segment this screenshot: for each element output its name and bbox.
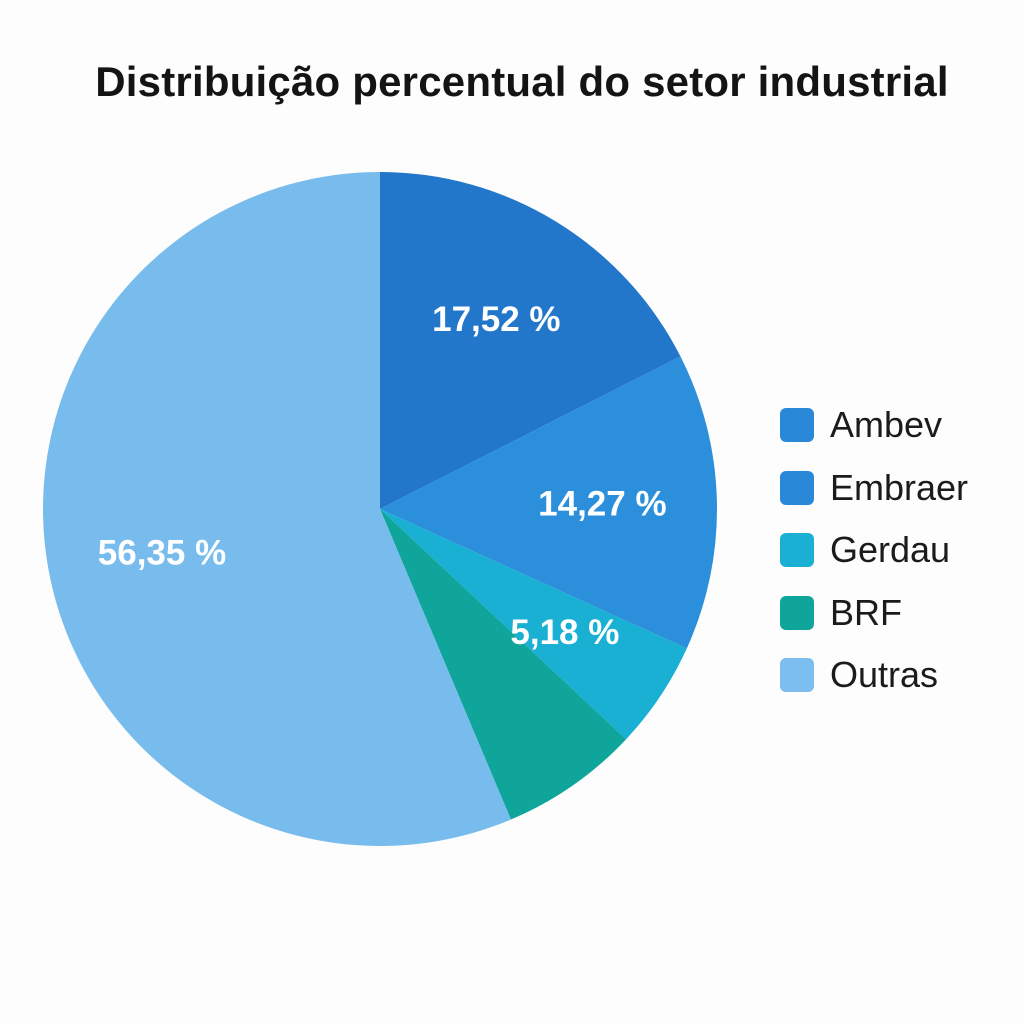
pie-slice-outras: [42, 172, 511, 846]
legend-item-brf: BRF: [780, 582, 968, 645]
legend-item-gerdau: Gerdau: [780, 519, 968, 582]
pie-slice-brf: [380, 509, 627, 820]
pie-slice-labels: 17,52 % 14,27 % 5,18 % 56,35 %: [98, 300, 667, 652]
legend-label: Ambev: [830, 404, 943, 446]
slice-label-outras: 56,35 %: [98, 534, 226, 573]
legend-item-ambev: Ambev: [780, 394, 968, 457]
legend-swatch: [780, 533, 814, 568]
legend-swatch: [780, 595, 814, 630]
pie-slice-gerdau: [380, 509, 687, 740]
pie-slice-ambev: [380, 172, 681, 509]
legend-label: BRF: [830, 591, 902, 633]
legend-swatch: [780, 470, 814, 505]
pie-slice-embraer: [380, 356, 717, 649]
legend-label: Embraer: [830, 466, 969, 508]
legend-item-embraer: Embraer: [780, 457, 968, 520]
chart-legend: Ambev Embraer Gerdau BRF Outras: [780, 394, 968, 707]
slice-label-gerdau: 5,18 %: [510, 613, 619, 652]
slice-label-ambev: 17,52 %: [432, 300, 560, 339]
legend-item-outras: Outras: [780, 644, 968, 707]
pie-slices: [42, 172, 717, 846]
legend-label: Outras: [830, 654, 939, 696]
legend-label: Gerdau: [830, 529, 951, 571]
slice-label-embraer: 14,27 %: [538, 485, 666, 524]
legend-swatch: [780, 408, 814, 443]
chart-title: Distribuição percentual do setor industr…: [95, 58, 949, 105]
legend-swatch: [780, 658, 814, 693]
